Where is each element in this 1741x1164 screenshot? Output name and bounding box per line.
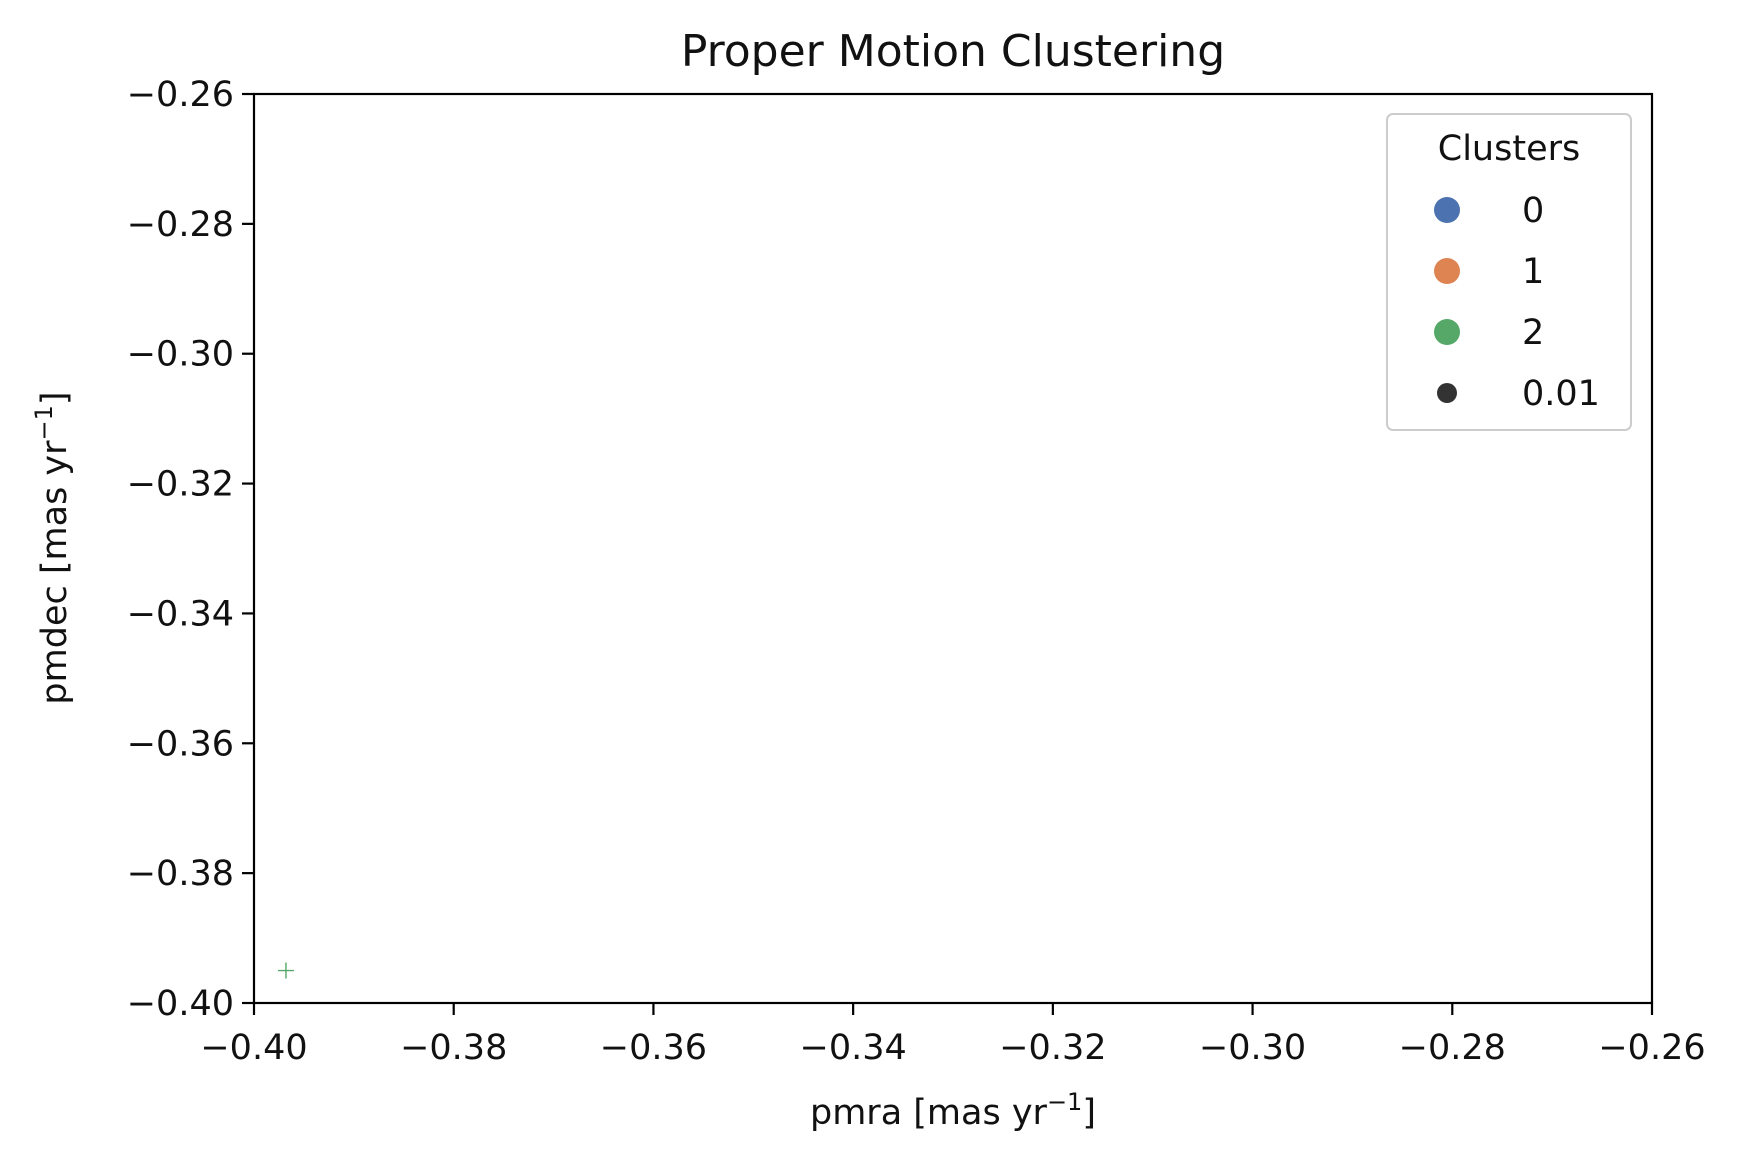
- x-tick-label: −0.30: [1199, 1028, 1306, 1068]
- x-tick-label: −0.32: [999, 1028, 1106, 1068]
- legend-marker-0.01: [1437, 383, 1457, 403]
- legend-marker-1: [1434, 258, 1460, 284]
- plot-area: −0.40 −0.38 −0.36 −0.34 −0.32 −0.30 −0.28 −0.26…: [127, 75, 1706, 1068]
- y-tick-label: −0.36: [127, 724, 234, 764]
- y-axis-ticks: −0.40 −0.38 −0.36 −0.34 −0.32 −0.30 −0.28 −0.26: [127, 75, 254, 1024]
- x-axis-label: pmra [mas yr−1]: [810, 1088, 1096, 1133]
- x-axis-label-prefix: pmra [mas yr: [810, 1093, 1048, 1133]
- data-points: [277, 962, 294, 979]
- x-tick-label: −0.40: [200, 1028, 307, 1068]
- legend-marker-2: [1434, 319, 1460, 345]
- legend-label: 2: [1522, 313, 1544, 353]
- y-tick-label: −0.28: [127, 205, 234, 245]
- legend-box: [1386, 113, 1632, 431]
- legend-label: 0: [1522, 191, 1544, 231]
- y-tick-label: −0.38: [127, 854, 234, 894]
- legend-entries: 0 1 2 0.01: [1434, 191, 1600, 414]
- x-tick-label: −0.28: [1399, 1028, 1506, 1068]
- x-axis-label-suffix: ]: [1082, 1093, 1096, 1133]
- x-axis-label-sup: −1: [1047, 1088, 1082, 1116]
- x-tick-label: −0.26: [1598, 1028, 1705, 1068]
- legend: Clusters 0 1 2 0.01: [1386, 113, 1632, 431]
- axes-frame: [252, 92, 1654, 1005]
- y-tick-label: −0.34: [127, 594, 234, 634]
- y-tick-label: −0.32: [127, 465, 234, 505]
- x-axis-ticks: −0.40 −0.38 −0.36 −0.34 −0.32 −0.30 −0.28 −0.26: [200, 1003, 1706, 1068]
- y-tick-label: −0.26: [127, 75, 234, 115]
- x-tick-label: −0.36: [600, 1028, 707, 1068]
- y-axis-label-sup: −1: [30, 405, 58, 440]
- y-tick-label: −0.40: [127, 984, 234, 1024]
- legend-label: 0.01: [1522, 374, 1600, 414]
- y-tick-label: −0.30: [127, 335, 234, 375]
- legend-title: Clusters: [1438, 129, 1580, 169]
- y-axis-label-prefix: pmdec [mas yr: [35, 440, 75, 705]
- legend-marker-0: [1434, 197, 1460, 223]
- chart-title: Proper Motion Clustering: [681, 26, 1225, 77]
- x-tick-label: −0.38: [400, 1028, 507, 1068]
- x-tick-label: −0.34: [800, 1028, 907, 1068]
- y-axis-label: pmdec [mas yr−1]: [30, 391, 75, 704]
- legend-label: 1: [1522, 252, 1544, 292]
- y-axis-label-suffix: ]: [35, 391, 75, 405]
- data-point-cluster-2: [277, 962, 294, 979]
